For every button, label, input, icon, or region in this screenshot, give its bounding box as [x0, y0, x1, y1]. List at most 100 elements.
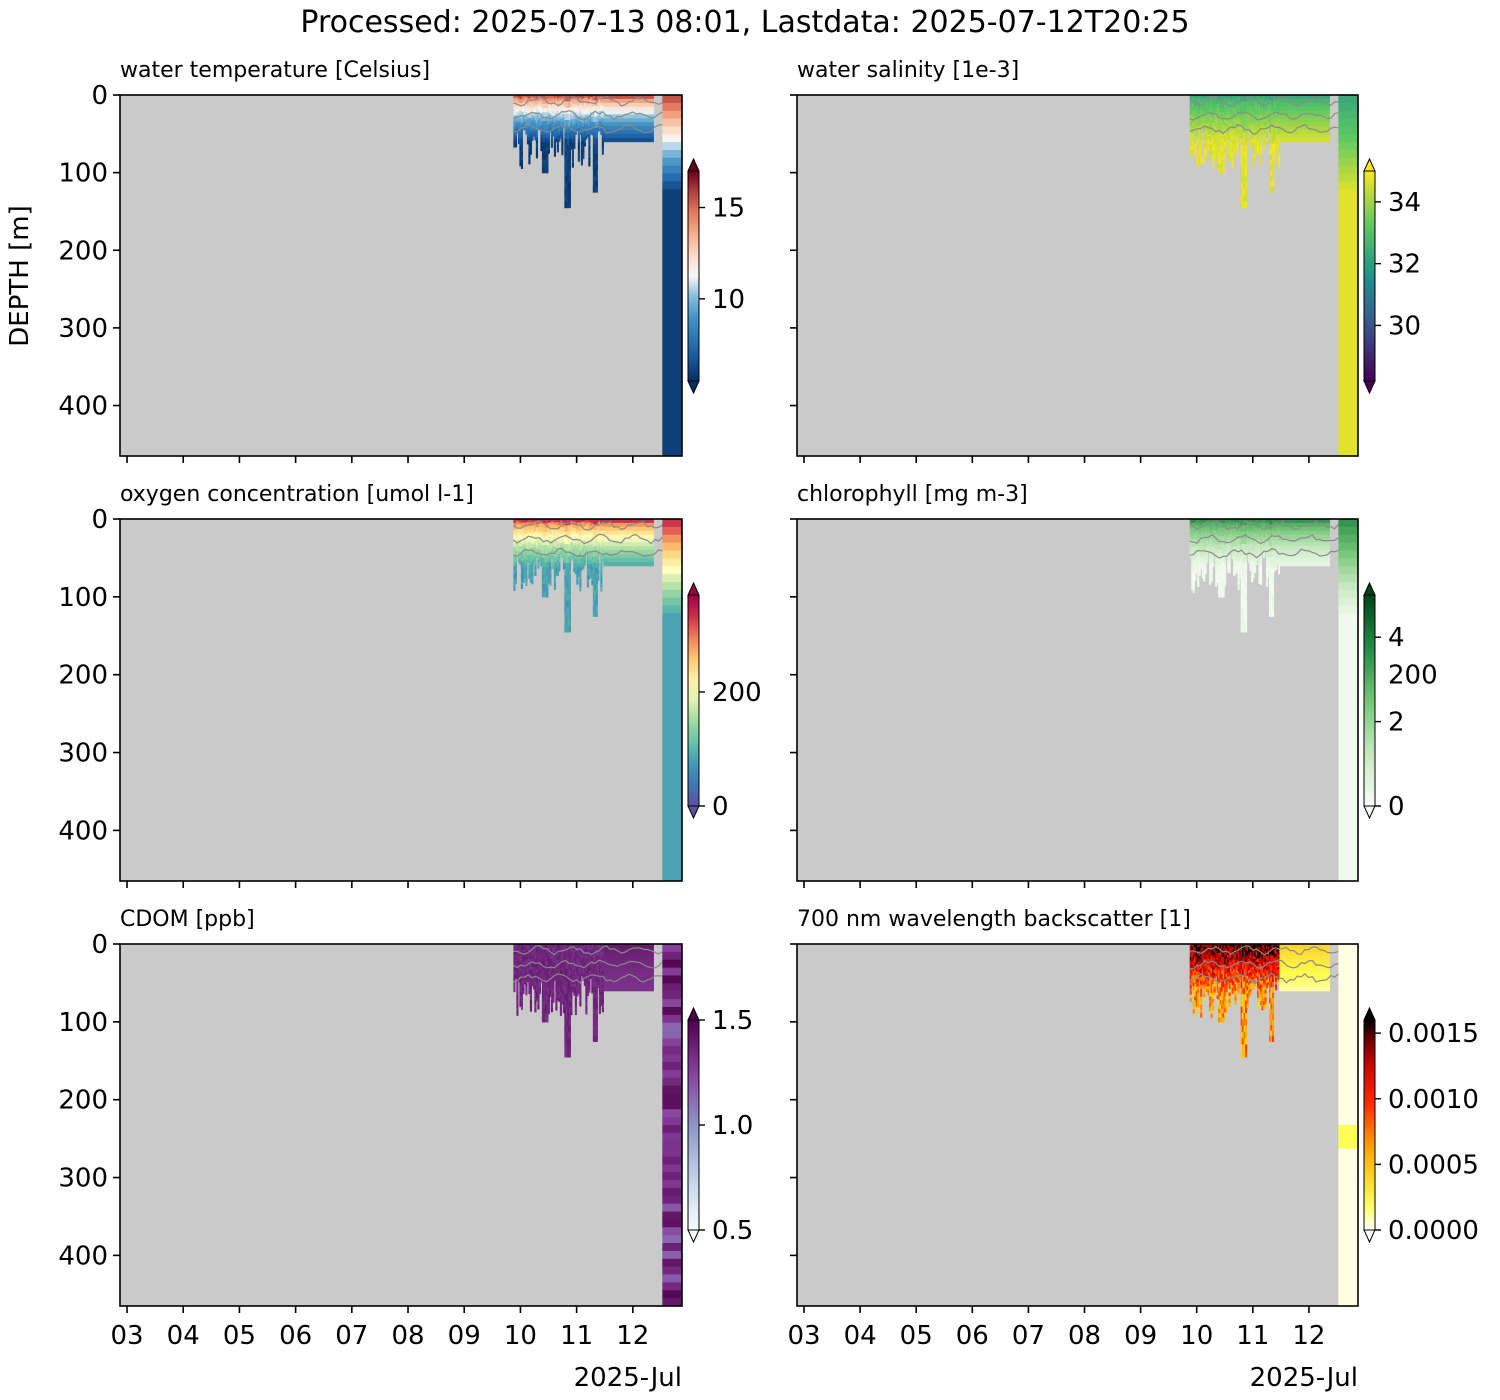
heatmap-cell [1203, 549, 1206, 554]
heatmap-cell [525, 972, 528, 976]
heatmap-cell [556, 95, 559, 99]
heatmap-cell [549, 111, 552, 114]
heatmap-cell [1192, 110, 1195, 114]
heatmap-cell [1263, 553, 1266, 556]
heatmap-cell [1248, 96, 1251, 100]
heatmap-cell [1209, 529, 1212, 535]
heatmap-cell [553, 561, 556, 567]
heatmap-cell [585, 519, 588, 522]
heatmap-cell [526, 113, 529, 118]
heatmap-cell [577, 128, 580, 133]
heatmap-cell [1279, 554, 1330, 559]
heatmap-cell [600, 526, 603, 532]
heatmap-cell [1191, 111, 1194, 115]
heatmap-cell [535, 542, 538, 546]
heatmap-cell [1198, 118, 1201, 123]
heatmap-cell [547, 526, 550, 531]
heatmap-cell [535, 536, 538, 539]
heatmap-cell [1268, 116, 1272, 123]
heatmap-cell [537, 100, 540, 103]
heatmap-cell [520, 557, 523, 562]
heatmap-cell [1231, 123, 1234, 128]
heatmap-cell [1276, 132, 1279, 136]
heatmap-cell [514, 141, 517, 145]
heatmap-cell [1338, 393, 1358, 402]
heatmap-cell [571, 103, 574, 108]
heatmap-cell [559, 116, 562, 120]
heatmap-cell [603, 98, 654, 104]
heatmap-cell [517, 547, 520, 551]
heatmap-cell [552, 95, 555, 98]
heatmap-cell [1189, 115, 1192, 120]
heatmap-cell [1274, 122, 1278, 127]
heatmap-cell [523, 966, 526, 969]
heatmap-cell [1252, 126, 1255, 132]
heatmap-cell [586, 522, 589, 528]
heatmap-cell [1239, 95, 1242, 98]
heatmap-cell [552, 521, 555, 526]
heatmap-cell [559, 550, 562, 554]
heatmap-cell [1237, 538, 1240, 544]
heatmap-cell [1210, 525, 1213, 530]
heatmap-cell [558, 567, 561, 572]
heatmap-cell [1246, 116, 1249, 120]
heatmap-cell [662, 440, 682, 449]
heatmap-cell [568, 537, 571, 545]
panel-title: water temperature [Celsius] [120, 58, 430, 83]
heatmap-cell [1270, 105, 1273, 112]
heatmap-cell [597, 569, 600, 574]
heatmap-cell [1263, 137, 1266, 142]
heatmap-cell [520, 983, 523, 989]
heatmap-cell [580, 561, 583, 565]
heatmap-cell [597, 106, 600, 110]
heatmap-cell [1245, 587, 1248, 595]
heatmap-cell [1338, 542, 1358, 552]
heatmap-cell [1263, 542, 1266, 546]
heatmap-cell [1221, 155, 1224, 161]
heatmap-cell [543, 95, 546, 100]
heatmap-cell [1231, 541, 1234, 544]
heatmap-cell [1277, 134, 1281, 140]
heatmap-cell [525, 946, 528, 951]
heatmap-cell [577, 570, 580, 575]
heatmap-cell [529, 137, 532, 142]
heatmap-cell [1274, 530, 1278, 534]
heatmap-cell [588, 158, 591, 163]
heatmap-cell [1194, 570, 1197, 575]
heatmap-cell [580, 133, 583, 139]
heatmap-cell [574, 116, 577, 120]
heatmap-cell [588, 106, 591, 112]
heatmap-cell [564, 176, 567, 184]
heatmap-cell [1200, 535, 1203, 539]
heatmap-cell [549, 105, 552, 108]
heatmap-cell [552, 543, 555, 548]
heatmap-cell [516, 530, 519, 533]
heatmap-cell [552, 129, 555, 132]
heatmap-cell [1206, 106, 1209, 109]
heatmap-cell [1221, 583, 1224, 589]
heatmap-cell [1222, 125, 1225, 131]
heatmap-cell [591, 128, 594, 131]
heatmap-cell [540, 110, 543, 115]
heatmap-cell [544, 570, 547, 576]
heatmap-cell [528, 114, 531, 119]
heatmap-cell [1219, 155, 1222, 161]
heatmap-cell [1271, 524, 1275, 531]
heatmap-cell [525, 949, 528, 954]
heatmap-cell [529, 1003, 532, 1008]
heatmap-cell [522, 519, 525, 524]
heatmap-cell [1246, 139, 1249, 144]
heatmap-cell [1236, 551, 1239, 556]
heatmap-cell [591, 540, 594, 546]
heatmap-cell [1215, 522, 1218, 528]
heatmap-cell [535, 544, 538, 548]
heatmap-cell [571, 111, 574, 116]
heatmap-cell [1265, 545, 1269, 550]
heatmap-cell [1249, 95, 1252, 99]
heatmap-cell [1225, 525, 1228, 528]
heatmap-cell [534, 1004, 537, 1009]
heatmap-cell [1224, 101, 1227, 106]
heatmap-cell [662, 134, 682, 143]
heatmap-cell [513, 144, 516, 148]
heatmap-cell [573, 530, 576, 535]
